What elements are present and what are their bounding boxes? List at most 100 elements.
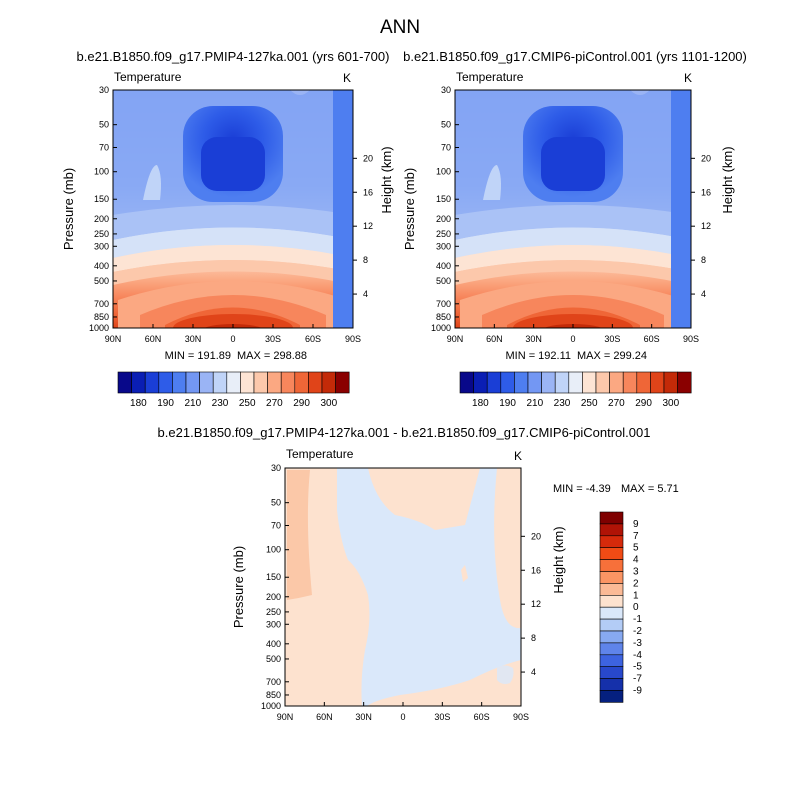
y-right-tick-label: 16: [701, 187, 711, 197]
x-tick-label: 90N: [277, 712, 294, 722]
y-tick-label: 500: [94, 276, 109, 286]
colorbar-swatch: [335, 371, 350, 394]
colorbar-tick-label: -2: [633, 626, 642, 637]
y-tick-label: 300: [94, 241, 109, 251]
colorbar-swatch: [599, 642, 624, 656]
x-axis: 90N 60N 30N 0 30S 60S 90S: [277, 702, 529, 722]
colorbar-swatch: [599, 535, 624, 548]
x-axis: 90N 60N 30N 0 30S 60S 90S: [105, 324, 361, 344]
colorbar-tick-label: 7: [633, 531, 639, 542]
y-tick-label: 1000: [261, 701, 281, 711]
y-tick-label: 30: [441, 85, 451, 95]
colorbar-swatch: [117, 371, 132, 394]
variable-label: Temperature: [456, 70, 524, 84]
variable-label: Temperature: [286, 447, 354, 461]
colorbar-swatch: [267, 371, 282, 394]
y-tick-label: 150: [436, 194, 451, 204]
y-tick-label: 200: [436, 214, 451, 224]
colorbar-tick-label: 180: [130, 398, 147, 409]
y-tick-label: 250: [266, 607, 281, 617]
y-right-tick-label: 12: [701, 221, 711, 231]
colorbar-tick-label: 9: [633, 519, 639, 530]
colorbar-tick-label: 300: [662, 398, 679, 409]
colorbar-tick-label: 180: [472, 398, 489, 409]
y-right-tick-label: 4: [363, 289, 368, 299]
y-axis-right: 20 16 12 8 4: [521, 531, 541, 677]
y-tick-label: 50: [441, 120, 451, 130]
y-tick-label: 850: [266, 690, 281, 700]
colorbar-swatch: [131, 371, 146, 394]
y-right-tick-label: 20: [531, 531, 541, 541]
x-tick-label: 30S: [265, 334, 281, 344]
colorbar-tick-label: 210: [184, 398, 201, 409]
y-tick-label: 300: [266, 619, 281, 629]
colorbar-swatch: [158, 371, 173, 394]
y-tick-label: 200: [94, 214, 109, 224]
colorbar-swatch: [199, 371, 214, 394]
colorbar: 180 190 210 230 250 270 290 300: [459, 371, 692, 409]
colorbar-swatch: [599, 547, 624, 560]
panel-difference: b.e21.B1850.f09_g17.PMIP4-127ka.001 - b.…: [158, 425, 679, 722]
colorbar-swatch: [212, 371, 228, 394]
colorbar-tick-label: 270: [266, 398, 283, 409]
y-right-tick-label: 4: [531, 667, 536, 677]
x-tick-label: 60S: [474, 712, 490, 722]
max-label: MAX = 298.88: [237, 350, 307, 362]
x-tick-label: 90S: [513, 712, 529, 722]
x-tick-label: 30S: [434, 712, 450, 722]
y-tick-label: 100: [436, 167, 451, 177]
y-tick-label: 700: [436, 299, 451, 309]
y-tick-label: 100: [266, 545, 281, 555]
colorbar-tick-label: 250: [239, 398, 256, 409]
x-tick-label: 60N: [316, 712, 333, 722]
contour-field: [285, 468, 521, 706]
colorbar-tick-label: 2: [633, 578, 639, 589]
y-tick-label: 700: [94, 299, 109, 309]
x-tick-label: 30N: [355, 712, 372, 722]
colorbar-swatch: [599, 594, 624, 608]
y-axis-right-label: Height (km): [720, 146, 735, 213]
variable-label: Temperature: [114, 70, 182, 84]
colorbar-tick-label: 190: [157, 398, 174, 409]
colorbar-swatch: [321, 371, 336, 394]
colorbar-swatch: [663, 371, 678, 394]
figure-title: ANN: [380, 17, 420, 38]
colorbar-swatch: [514, 371, 529, 394]
colorbar-swatch: [185, 371, 200, 394]
panel-pmip4: b.e21.B1850.f09_g17.PMIP4-127ka.001 (yrs…: [61, 49, 394, 409]
colorbar-swatch: [568, 371, 583, 394]
colorbar-swatch: [599, 654, 624, 667]
y-axis-label: Pressure (mb): [61, 168, 76, 250]
colorbar-swatch: [500, 371, 515, 394]
panel-piControl: b.e21.B1850.f09_g17.CMIP6-piControl.001 …: [402, 49, 747, 409]
colorbar-swatch: [677, 371, 692, 394]
y-right-tick-label: 8: [363, 255, 368, 265]
min-label: MIN = 192.11: [505, 350, 571, 362]
colorbar-swatch: [599, 523, 624, 537]
colorbar-swatch: [599, 618, 624, 632]
x-tick-label: 0: [230, 334, 235, 344]
x-tick-label: 90S: [683, 334, 699, 344]
y-tick-label: 30: [99, 85, 109, 95]
colorbar-swatch: [226, 371, 241, 394]
colorbar-tick-label: 5: [633, 543, 639, 554]
x-tick-label: 60N: [486, 334, 503, 344]
x-axis: 90N 60N 30N 0 30S 60S 90S: [447, 324, 699, 344]
colorbar-tick-label: -9: [633, 686, 642, 697]
y-tick-label: 400: [436, 261, 451, 271]
y-axis-right-label: Height (km): [379, 146, 394, 213]
y-right-tick-label: 20: [701, 153, 711, 163]
colorbar-swatch: [599, 630, 624, 644]
y-tick-label: 70: [441, 143, 451, 153]
x-tick-label: 90N: [105, 334, 122, 344]
colorbar-tick-label: 270: [608, 398, 625, 409]
colorbar-swatch: [599, 559, 624, 572]
y-axis-right: 20 16 12 8 4: [353, 153, 373, 299]
y-right-tick-label: 12: [531, 599, 541, 609]
colorbar-tick-label: 230: [554, 398, 571, 409]
y-axis-right-label: Height (km): [551, 526, 566, 593]
colorbar-tick-label: 290: [635, 398, 652, 409]
